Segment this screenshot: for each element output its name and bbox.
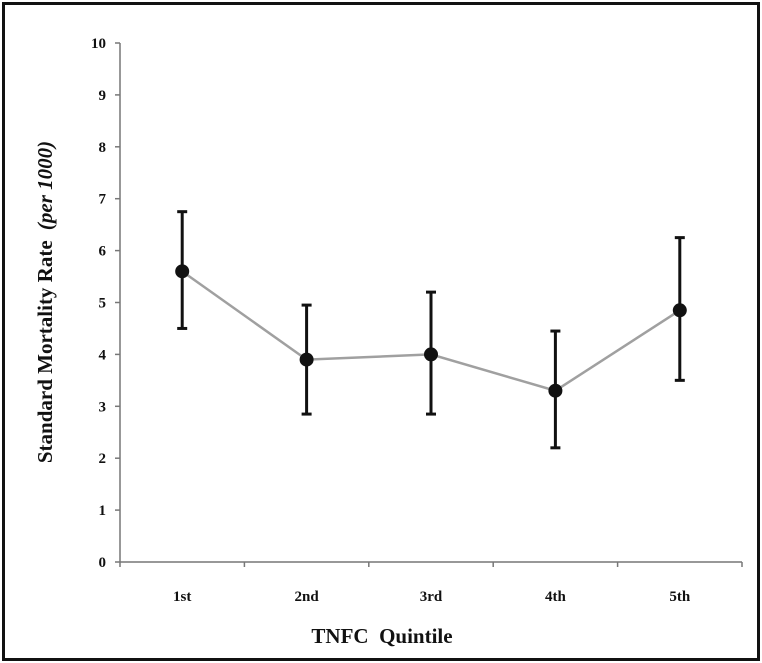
x-tick-label: 3rd xyxy=(420,589,443,605)
y-tick-label: 4 xyxy=(99,347,107,363)
x-ticks: 1st 2nd 3rd 4th 5th xyxy=(119,562,743,605)
y-axis-title: Standard Mortality Rate (per 1000) xyxy=(33,141,57,463)
y-tick-label: 7 xyxy=(99,192,107,208)
y-tick-label: 6 xyxy=(99,244,107,260)
y-tick-label: 3 xyxy=(99,399,107,415)
y-tick-label: 5 xyxy=(99,296,107,312)
x-tick-label: 5th xyxy=(669,589,690,605)
series xyxy=(175,210,687,450)
data-point xyxy=(672,303,687,318)
y-tick-label: 1 xyxy=(99,503,107,519)
y-tick-label: 9 xyxy=(99,88,107,104)
data-point xyxy=(299,352,314,367)
x-tick-label: 2nd xyxy=(295,589,320,605)
data-point xyxy=(175,264,190,279)
x-tick-label: 4th xyxy=(545,589,566,605)
data-point xyxy=(548,383,563,398)
y-ticks: 0 1 2 3 4 5 6 7 8 9 10 xyxy=(91,36,120,571)
y-tick-label: 8 xyxy=(99,140,107,156)
y-tick-label: 2 xyxy=(99,451,107,467)
x-axis-title: TNFC Quintile xyxy=(311,624,452,648)
y-axis-title-unit: (per 1000) xyxy=(33,141,57,230)
y-tick-label: 0 xyxy=(99,555,107,571)
x-tick-label: 1st xyxy=(173,589,191,605)
y-axis-title-main: Standard Mortality Rate xyxy=(33,240,57,463)
data-point xyxy=(424,347,438,362)
y-tick-label: 10 xyxy=(91,36,106,52)
